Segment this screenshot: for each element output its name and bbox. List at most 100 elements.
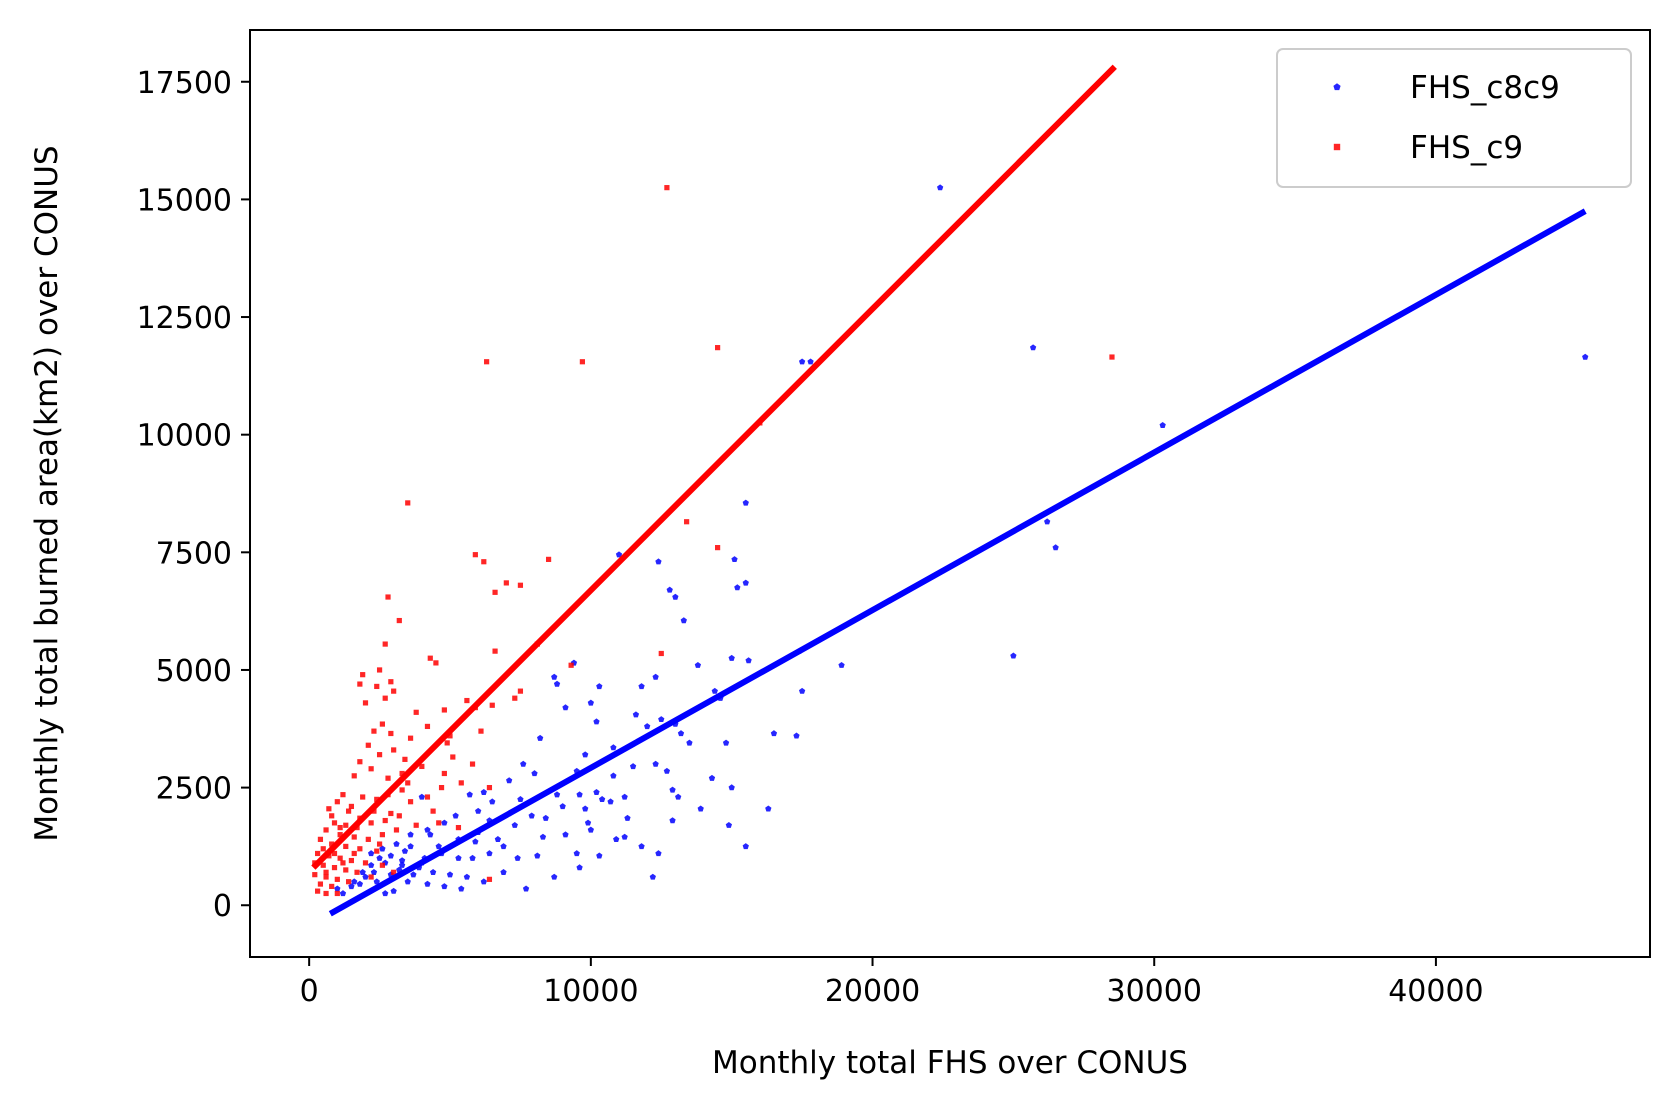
data-point (441, 819, 448, 826)
data-point (798, 358, 806, 365)
data-point (1044, 518, 1051, 525)
legend-label-fhs-c8c9: FHS_c8c9 (1410, 70, 1560, 106)
data-point (644, 723, 651, 730)
data-point (514, 854, 521, 861)
data-point (331, 850, 338, 857)
data-point (658, 716, 665, 723)
data-point (517, 582, 524, 588)
data-point (348, 857, 355, 864)
data-point (343, 867, 349, 873)
data-point (362, 860, 369, 866)
data-point (357, 681, 363, 687)
data-point (669, 817, 676, 824)
data-point (351, 834, 357, 840)
data-point (624, 814, 631, 821)
data-point (379, 832, 385, 838)
data-point (418, 793, 425, 800)
data-point (379, 845, 386, 852)
data-point (596, 683, 603, 690)
data-point (680, 617, 687, 624)
data-point (334, 876, 340, 882)
data-point (694, 661, 702, 668)
data-point (672, 593, 679, 600)
y-axis-title: Monthly total burned area(km2) over CONU… (29, 145, 65, 841)
data-point (371, 728, 377, 734)
data-point (463, 873, 471, 880)
data-point (551, 873, 558, 880)
data-point (368, 766, 374, 772)
data-point (398, 857, 406, 864)
data-point (481, 559, 487, 565)
data-point (480, 789, 487, 795)
data-point (382, 817, 388, 824)
data-point (593, 789, 600, 795)
x-tick-label: 40000 (1388, 974, 1483, 1009)
data-point (391, 747, 397, 753)
data-point (466, 791, 473, 798)
data-point (362, 700, 369, 706)
data-point (315, 850, 321, 857)
data-point (728, 654, 735, 661)
data-point (413, 822, 419, 828)
data-point (731, 556, 738, 563)
axis-ticks: 0 10000 20000 30000 40000 0 2500 5000 7500 10000 1… (137, 66, 1484, 1009)
data-point (351, 773, 357, 779)
data-point (793, 732, 800, 739)
data-point (376, 667, 383, 673)
data-point (446, 871, 454, 878)
data-point (447, 733, 453, 739)
data-point (576, 864, 583, 871)
data-point (382, 695, 388, 701)
data-point (419, 763, 425, 770)
data-point (365, 742, 371, 748)
data-point (382, 641, 388, 647)
data-point (664, 185, 670, 191)
data-point (520, 760, 527, 767)
data-point (528, 812, 535, 819)
data-point (632, 711, 640, 718)
data-point (320, 846, 326, 852)
data-point (486, 784, 493, 791)
data-point (593, 718, 600, 725)
data-point (715, 545, 721, 551)
data-point (312, 872, 318, 878)
data-point (337, 824, 343, 831)
data-point (357, 846, 363, 852)
y-tick-label: 12500 (137, 301, 232, 336)
data-point (745, 657, 752, 664)
data-point (579, 359, 585, 365)
data-point (317, 881, 324, 887)
data-point (424, 826, 431, 833)
data-point (582, 751, 589, 758)
data-point (455, 824, 462, 831)
data-point (512, 695, 518, 701)
legend-marker-fhs-c8c9 (1333, 83, 1341, 91)
data-point (329, 841, 335, 847)
data-point (638, 683, 645, 690)
data-point (649, 873, 656, 880)
data-point (669, 786, 676, 793)
data-point (388, 730, 394, 737)
data-point (362, 873, 369, 880)
data-point (542, 814, 549, 821)
data-point (486, 850, 493, 857)
data-point (323, 874, 329, 880)
data-point (480, 878, 487, 885)
data-point (399, 770, 405, 777)
data-point (770, 730, 778, 737)
data-point (340, 792, 346, 798)
data-point (1159, 421, 1166, 428)
data-point (562, 704, 569, 711)
data-point (329, 883, 335, 890)
data-point (486, 876, 493, 882)
data-point (343, 843, 349, 850)
data-point (500, 869, 507, 875)
x-tick-label: 20000 (825, 974, 920, 1009)
data-point (407, 735, 414, 741)
data-point (385, 594, 391, 600)
data-point (652, 760, 659, 767)
data-point (399, 787, 405, 793)
data-point (553, 791, 561, 798)
series-fhs-c9 (312, 185, 1115, 897)
data-point (368, 874, 374, 880)
